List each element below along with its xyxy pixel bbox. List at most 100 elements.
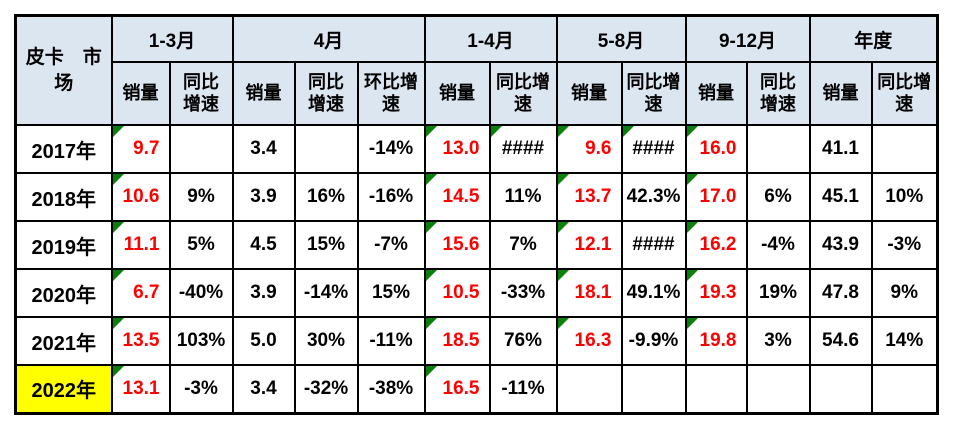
data-cell: 18.5: [423, 316, 491, 366]
cell-value: 15.6: [442, 234, 480, 255]
data-cell: -14%: [293, 268, 359, 318]
data-cell: [870, 364, 939, 414]
error-triangle-icon: [687, 223, 698, 233]
data-cell: -11%: [356, 316, 426, 366]
data-cell: 3.9: [231, 268, 296, 318]
table-row: 2021年 13.5 103% 5.0 30% -11% 18.5 76% 16…: [14, 316, 939, 366]
table-row: 2022年 13.1 -3% 3.4 -32% -38% 16.5 -11%: [14, 364, 939, 414]
year-cell-highlighted: 2022年: [14, 364, 113, 414]
cell-value: ####: [632, 138, 675, 159]
data-cell: 16.0: [684, 124, 748, 174]
cell-value: 12.1: [574, 234, 612, 255]
subheader-sales: 销量: [555, 61, 623, 126]
cell-value: 18.5: [442, 330, 480, 351]
error-triangle-icon: [113, 223, 124, 233]
data-cell: 3.4: [231, 124, 296, 174]
table-row: 2019年 11.1 5% 4.5 15% -7% 15.6 7% 12.1 #…: [14, 220, 939, 270]
data-cell: 16.3: [555, 316, 623, 366]
year-cell: 2021年: [14, 316, 113, 366]
cell-value: 13.7: [574, 186, 612, 207]
data-cell: [555, 364, 623, 414]
data-cell: 12.1: [555, 220, 623, 270]
error-triangle-icon: [426, 319, 437, 329]
error-triangle-icon: [113, 127, 124, 137]
col-group-jan-mar: 1-3月: [110, 14, 234, 63]
table-row: 2017年 9.7 3.4 -14% 13.0 #### 9.6 #### 16…: [14, 124, 939, 174]
data-cell: -40%: [168, 268, 234, 318]
year-cell: 2020年: [14, 268, 113, 318]
subheader-yoy: 同比增速: [870, 61, 939, 126]
data-cell: 30%: [293, 316, 359, 366]
col-group-sep-dec: 9-12月: [684, 14, 811, 63]
error-triangle-icon: [623, 127, 634, 137]
data-cell: -11%: [488, 364, 558, 414]
data-cell: [293, 124, 359, 174]
data-cell: 49.1%: [620, 268, 687, 318]
data-cell: 3.9: [231, 172, 296, 222]
cell-value: 9.7: [133, 138, 160, 159]
data-cell: [870, 124, 939, 174]
cell-value: ####: [501, 138, 545, 159]
cell-value: 16.2: [699, 234, 737, 255]
data-cell: ####: [620, 124, 687, 174]
cell-value: 17.0: [699, 186, 737, 207]
subheader-yoy: 同比增速: [620, 61, 687, 126]
data-cell: 76%: [488, 316, 558, 366]
error-triangle-icon: [491, 127, 502, 137]
data-cell: -33%: [488, 268, 558, 318]
data-cell: 9%: [168, 172, 234, 222]
data-cell: -14%: [356, 124, 426, 174]
data-cell: 17.0: [684, 172, 748, 222]
data-cell: [808, 364, 873, 414]
data-cell: [745, 364, 811, 414]
error-triangle-icon: [558, 223, 569, 233]
data-cell: 13.1: [110, 364, 171, 414]
error-triangle-icon: [426, 127, 437, 137]
data-cell: 10%: [870, 172, 939, 222]
error-triangle-icon: [558, 175, 569, 185]
table-row: 2020年 6.7 -40% 3.9 -14% 15% 10.5 -33% 18…: [14, 268, 939, 318]
subheader-sales: 销量: [808, 61, 873, 126]
year-cell: 2019年: [14, 220, 113, 270]
cell-value: 13.1: [122, 377, 160, 399]
data-cell: -16%: [356, 172, 426, 222]
error-triangle-icon: [113, 367, 124, 377]
pickup-sales-table: 皮卡 市场 1-3月 4月 1-4月 5-8月 9-12月 年度 销量 同比增速…: [14, 14, 939, 415]
data-cell: 3.4: [231, 364, 296, 414]
cell-value: 16.0: [699, 138, 737, 159]
data-cell: 9.7: [110, 124, 171, 174]
data-cell: 41.1: [808, 124, 873, 174]
cell-value: 13.5: [122, 330, 160, 351]
error-triangle-icon: [426, 367, 437, 377]
data-cell: 45.1: [808, 172, 873, 222]
col-group-apr: 4月: [231, 14, 426, 63]
subheader-yoy: 同比增速: [168, 61, 234, 126]
data-cell: 18.1: [555, 268, 623, 318]
cell-value: 6.7: [133, 282, 160, 303]
year-cell: 2017年: [14, 124, 113, 174]
data-cell: 15.6: [423, 220, 491, 270]
cell-value: 14.5: [442, 186, 480, 207]
data-cell: 43.9: [808, 220, 873, 270]
cell-value: 19.3: [699, 282, 737, 303]
data-cell: ####: [620, 220, 687, 270]
data-cell: -32%: [293, 364, 359, 414]
cell-value: 18.1: [574, 282, 612, 303]
data-cell: 4.5: [231, 220, 296, 270]
data-cell: 16.2: [684, 220, 748, 270]
error-triangle-icon: [558, 127, 569, 137]
cell-value: 13.0: [442, 138, 480, 159]
error-triangle-icon: [687, 127, 698, 137]
data-cell: 14.5: [423, 172, 491, 222]
data-cell: 9.6: [555, 124, 623, 174]
subheader-sales: 销量: [684, 61, 748, 126]
cell-value: 16.3: [574, 330, 612, 351]
error-triangle-icon: [687, 271, 698, 281]
data-cell: -3%: [870, 220, 939, 270]
error-triangle-icon: [113, 271, 124, 281]
subheader-sales: 销量: [423, 61, 491, 126]
data-cell: -3%: [168, 364, 234, 414]
error-triangle-icon: [426, 223, 437, 233]
error-triangle-icon: [687, 319, 698, 329]
